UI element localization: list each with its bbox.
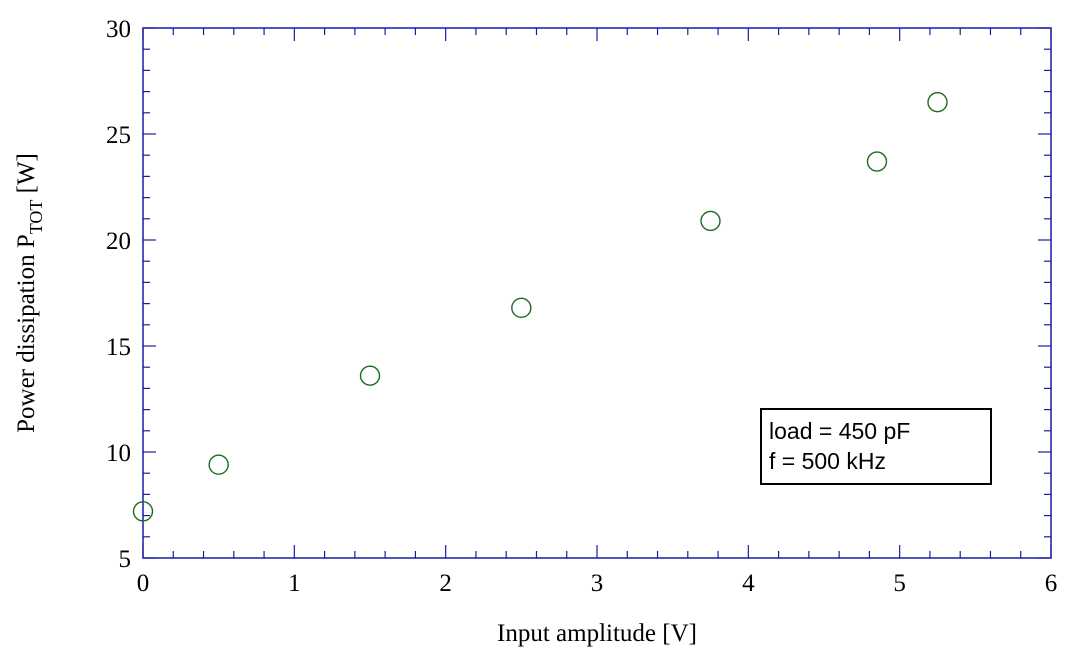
y-axis-title: Power dissipation PTOT [W] xyxy=(13,153,46,433)
data-point xyxy=(359,365,381,386)
data-point xyxy=(511,297,532,319)
y-tick-label: 5 xyxy=(119,546,132,573)
x-tick-label: 4 xyxy=(742,570,755,597)
y-axis-title-subscript: TOT xyxy=(26,200,46,235)
x-tick-label: 1 xyxy=(288,570,301,597)
y-tick-label: 10 xyxy=(106,440,131,467)
data-point xyxy=(927,91,948,113)
data-point xyxy=(132,501,154,522)
x-tick-label: 2 xyxy=(439,570,452,597)
y-tick-labels: 5 10 15 20 25 30 xyxy=(106,16,131,573)
x-axis-title: Input amplitude [V] xyxy=(497,620,697,647)
y-axis-title-unit: [W] xyxy=(13,153,40,200)
x-tick-label: 6 xyxy=(1045,570,1058,597)
x-tick-labels: 0 1 2 3 4 5 6 xyxy=(137,570,1058,597)
y-tick-label: 25 xyxy=(106,122,131,149)
data-points xyxy=(132,91,948,522)
y-tick-label: 15 xyxy=(106,334,131,361)
x-tick-label: 0 xyxy=(137,570,150,597)
annotation-line-load: load = 450 pF xyxy=(769,418,910,444)
data-point xyxy=(866,151,888,172)
axis-ticks xyxy=(142,27,1052,559)
data-point xyxy=(208,454,229,475)
data-point xyxy=(700,210,721,232)
x-tick-label: 5 xyxy=(893,570,906,597)
y-axis-title-main: Power dissipation P xyxy=(13,234,40,433)
y-tick-label: 30 xyxy=(106,16,131,43)
x-tick-label: 3 xyxy=(591,570,604,597)
annotation-line-frequency: f = 500 kHz xyxy=(769,448,886,474)
annotation-box: load = 450 pF f = 500 kHz xyxy=(760,408,992,485)
y-tick-label: 20 xyxy=(106,228,131,255)
annotation-frame xyxy=(760,408,992,485)
